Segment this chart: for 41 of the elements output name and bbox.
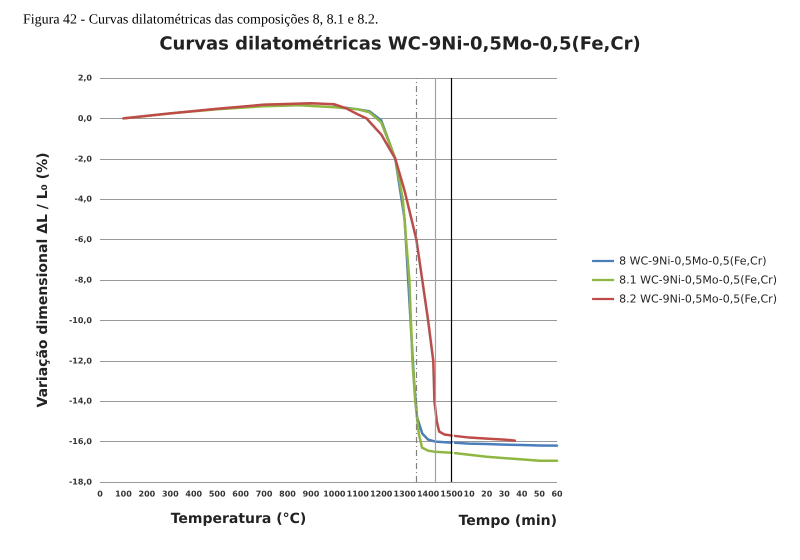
- y-tick-label: -8,0: [74, 276, 92, 284]
- legend-label: 8.1 WC-9Ni-0,5Mo-0,5(Fe,Cr): [619, 274, 778, 286]
- x-tick-label: 200: [138, 490, 156, 498]
- y-tick-label: -12,0: [68, 356, 92, 366]
- y-tick-label: 0,0: [78, 114, 92, 123]
- x-tick-label: 300: [162, 490, 180, 498]
- chart-subtitle: Figura 42 - Curvas dilatométricas das composições 8, 8.1 e 8.2.: [23, 12, 378, 28]
- x-tick-label: 500: [208, 490, 226, 498]
- legend-label: 8.2 WC-9Ni-0,5Mo-0,5(Fe,Cr): [619, 292, 778, 306]
- y-tick-label: -6,0: [74, 235, 92, 244]
- x-tick-label: 100: [115, 490, 132, 498]
- x-tick-label: 800: [279, 490, 296, 498]
- x-tick-label: 1400: [416, 490, 440, 498]
- y-tick-label: -4,0: [74, 194, 92, 204]
- x2-tick-label: 40: [516, 490, 528, 498]
- chart-title: Curvas dilatométricas WC-9Ni-0,5Mo-0,5(Fe,Cr): [159, 34, 641, 54]
- x-tick-label: 900: [302, 490, 320, 498]
- y-tick-label: -14,0: [68, 396, 92, 406]
- x-tick-label: 700: [256, 490, 273, 498]
- x2-tick-label: 10: [464, 490, 476, 498]
- x-tick-label: 0: [97, 490, 104, 498]
- y-tick-label: -16,0: [68, 437, 92, 446]
- x-axis-title: Temperatura (°C): [170, 511, 306, 527]
- x-tick-label: 1100: [346, 490, 370, 498]
- x-tick-label: 1500: [440, 490, 464, 498]
- x-tick-label: 1000: [323, 490, 346, 498]
- y-axis-title: Variação dimensional ΔL / L₀ (%): [35, 152, 51, 408]
- y-tick-label: -2,0: [74, 154, 92, 164]
- x-tick-label: 1300: [394, 490, 416, 498]
- x-tick-label: 400: [185, 490, 203, 498]
- x2-tick-label: 50: [534, 490, 546, 498]
- y-tick-label: -18,0: [68, 478, 92, 486]
- x2-tick-label: 30: [498, 490, 510, 498]
- y-tick-label: 2,0: [78, 74, 92, 82]
- y-tick-label: -10,0: [68, 316, 92, 325]
- x-tick-label: 600: [232, 490, 250, 498]
- legend-label: 8 WC-9Ni-0,5Mo-0,5(Fe,Cr): [619, 254, 767, 268]
- x-tick-label: 1200: [370, 490, 393, 498]
- x2-axis-title: Tempo (min): [458, 513, 557, 529]
- x2-tick-label: 20: [481, 490, 493, 498]
- x2-tick-label: 60: [551, 490, 563, 498]
